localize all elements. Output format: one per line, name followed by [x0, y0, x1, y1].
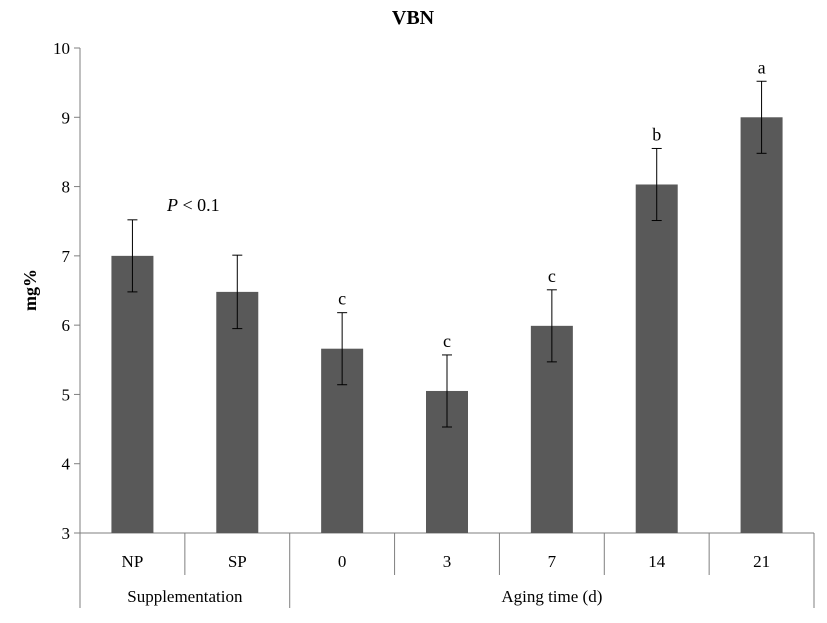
x-tick-label: 7 — [548, 552, 557, 571]
p-value-symbol: P — [166, 195, 178, 215]
y-tick-label: 7 — [62, 247, 71, 266]
p-value-text: < 0.1 — [178, 195, 220, 215]
significance-letter: c — [548, 266, 556, 286]
group-label: Supplementation — [127, 587, 243, 606]
significance-letter: b — [652, 124, 661, 144]
bar-SP — [216, 291, 259, 533]
x-tick-label: 14 — [648, 552, 666, 571]
x-tick-label: 21 — [753, 552, 770, 571]
y-tick-label: 4 — [62, 455, 71, 474]
y-tick-label: 6 — [62, 316, 71, 335]
significance-letter: c — [338, 289, 346, 309]
y-tick-label: 10 — [53, 39, 70, 58]
y-tick-label: 8 — [62, 178, 71, 197]
p-value-annotation: P < 0.1 — [166, 195, 220, 215]
y-axis-label: mg% — [20, 269, 40, 311]
x-tick-label: NP — [122, 552, 144, 571]
y-tick-label: 9 — [62, 108, 71, 127]
y-tick-label: 5 — [62, 385, 71, 404]
bar-14 — [635, 184, 678, 533]
bar-NP — [111, 255, 154, 533]
significance-letter: c — [443, 331, 451, 351]
chart-title: VBN — [392, 7, 435, 29]
bar-21 — [740, 117, 783, 534]
significance-letter: a — [758, 57, 766, 77]
x-tick-label: SP — [228, 552, 247, 571]
y-tick-label: 3 — [62, 524, 71, 543]
x-tick-label: 0 — [338, 552, 347, 571]
group-label: Aging time (d) — [501, 587, 602, 606]
x-tick-label: 3 — [443, 552, 452, 571]
